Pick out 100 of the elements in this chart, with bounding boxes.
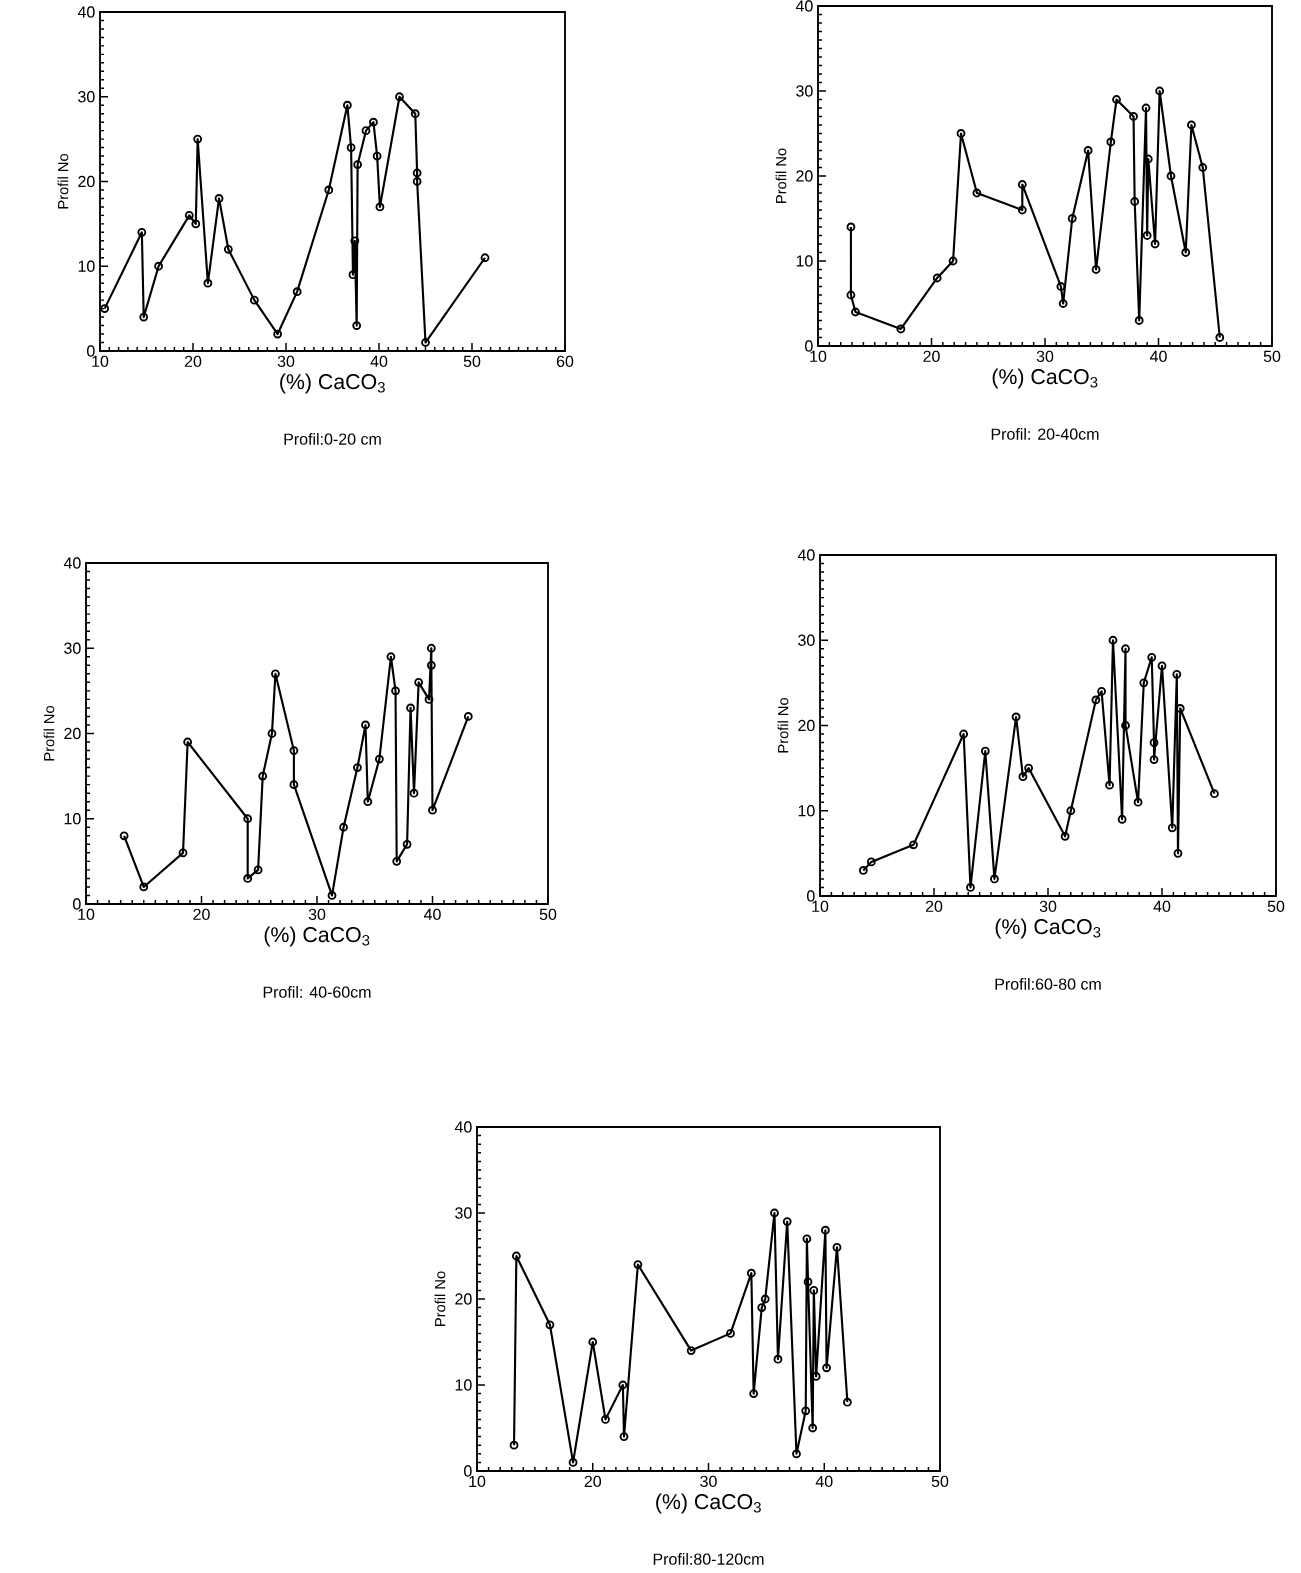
point (243, 874, 253, 883)
y-tick-label: 0 (807, 890, 815, 902)
point (782, 1217, 792, 1226)
point (846, 290, 856, 300)
x-tick-label: 20 (584, 1475, 602, 1488)
y-tick-label: 40 (77, 6, 95, 18)
text: Profil:0-20 cm (284, 433, 381, 445)
point (258, 771, 268, 781)
point (760, 1294, 770, 1304)
point (292, 287, 302, 297)
point (1167, 823, 1177, 833)
point (139, 312, 149, 322)
point (1173, 848, 1183, 858)
point (271, 669, 280, 679)
text: Profil: 40-60cm (263, 986, 371, 998)
point (273, 329, 283, 339)
point (424, 694, 434, 704)
y-axis-title: Profil No (434, 1271, 446, 1326)
point (1129, 112, 1138, 121)
text: Profil:60-80 cm (995, 978, 1101, 990)
y-tick-label: 20 (796, 170, 813, 182)
y-tick-label: 30 (455, 1207, 472, 1219)
point (618, 1380, 628, 1390)
point (1130, 197, 1140, 206)
point (1091, 265, 1101, 274)
x-axis-title: (%) CaCO$_{3}$ (656, 1493, 761, 1514)
x-tick-label: 40 (1149, 350, 1167, 363)
point (633, 1260, 643, 1269)
point (1060, 831, 1070, 841)
point (686, 1346, 696, 1355)
point (1056, 282, 1066, 291)
point (1066, 806, 1076, 816)
x-tick-label: 20 (184, 355, 202, 368)
point (1106, 137, 1116, 147)
point (808, 1423, 818, 1433)
y-tick-label: 30 (796, 85, 813, 97)
point (1024, 763, 1034, 773)
y-tick-label: 40 (795, 0, 813, 12)
point (426, 643, 436, 653)
point (1108, 635, 1118, 645)
point (980, 746, 990, 756)
point (1121, 721, 1130, 730)
x-tick-label: 20 (923, 350, 940, 363)
point (972, 188, 982, 198)
point (223, 244, 233, 254)
point (1121, 644, 1130, 654)
point (1112, 95, 1121, 104)
point (821, 1225, 830, 1235)
point (1181, 248, 1191, 257)
point (749, 1389, 759, 1398)
point (1142, 231, 1152, 240)
point (203, 278, 213, 288)
y-tick-label: 0 (87, 345, 95, 357)
y-tick-label: 10 (64, 813, 81, 825)
x-tick-label: 50 (463, 355, 481, 368)
point (1067, 214, 1077, 223)
point (588, 1337, 598, 1347)
point (601, 1414, 610, 1424)
x-tick-label: 40 (1153, 900, 1171, 913)
point (851, 307, 860, 317)
x-tick-label: 10 (92, 355, 109, 368)
point (1139, 678, 1149, 688)
point (395, 92, 404, 102)
point (801, 1406, 811, 1416)
point (1149, 738, 1159, 747)
y-tick-label: 10 (798, 805, 815, 817)
point (545, 1320, 555, 1330)
y-tick-label: 20 (455, 1293, 472, 1305)
x-tick-label: 50 (539, 908, 557, 921)
point (948, 256, 958, 266)
x-axis-title: (%) CaCO$_{3}$ (995, 918, 1101, 939)
text: Profil:80-120cm (653, 1553, 764, 1565)
x-tick-label: 30 (1036, 350, 1054, 363)
y-tick-label: 20 (78, 175, 95, 188)
point (832, 1242, 842, 1252)
point (361, 720, 370, 730)
x-tick-label: 30 (1039, 900, 1057, 913)
point (896, 324, 906, 334)
y-tick-label: 40 (63, 557, 81, 569)
point (324, 185, 334, 195)
point (619, 1432, 629, 1441)
point (932, 273, 942, 283)
point (214, 194, 224, 203)
y-tick-label: 20 (64, 727, 81, 740)
point (1017, 180, 1027, 189)
point (183, 737, 193, 747)
x-axis-title: (%) CaCO$_{3}$ (264, 926, 370, 947)
point (803, 1277, 813, 1287)
point (1149, 755, 1159, 764)
point (1058, 299, 1068, 308)
point (412, 177, 422, 186)
point (375, 202, 385, 212)
point (412, 168, 422, 178)
x-tick-label: 10 (469, 1475, 486, 1488)
y-axis-title: Profil No (777, 698, 789, 753)
point (1133, 797, 1143, 807)
point (1198, 163, 1208, 172)
point (342, 100, 352, 110)
point (511, 1251, 521, 1261)
point (267, 729, 277, 738)
